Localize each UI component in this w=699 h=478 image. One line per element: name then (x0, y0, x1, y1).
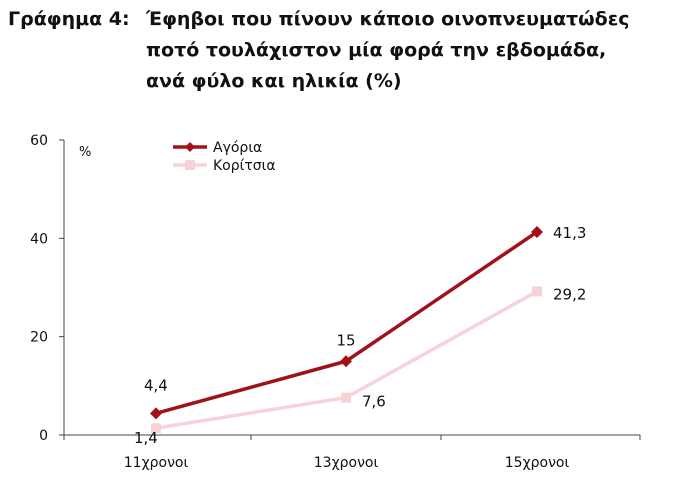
y-tick-label: 60 (30, 133, 48, 149)
y-tick-label: 40 (30, 231, 48, 247)
legend-label: Αγόρια (213, 140, 262, 156)
y-tick-label: 20 (30, 330, 48, 346)
data-point-marker (532, 286, 542, 297)
data-label: 41,3 (553, 224, 586, 242)
y-tick-label: 0 (39, 428, 48, 444)
data-point-marker (150, 407, 162, 420)
data-point-marker (151, 423, 161, 434)
data-label: 15 (336, 331, 355, 349)
legend-marker (185, 160, 195, 170)
chart-data-labels: 4,4 15 41,3 1,4 7,6 29,2 (134, 224, 586, 447)
data-point-marker (340, 355, 352, 368)
data-label: 4,4 (144, 376, 168, 394)
chart-legend: Αγόρια Κορίτσια (173, 140, 276, 174)
chart-title-line-2: ποτό τουλάχιστον μία φορά την εβδομάδα, (146, 39, 607, 61)
data-label: 1,4 (134, 429, 158, 447)
chart-title-line-1: Έφηβοι που πίνουν κάποιο οινοπνευματώδες (146, 8, 630, 30)
x-tick-label: 15χρονοι (505, 455, 570, 471)
x-tick-label: 11χρονοι (124, 455, 189, 471)
chart-axes: 0 20 40 60 11χρονοι 13χρονοι 15χρονοι% (30, 133, 641, 471)
chart-title-line-3: ανά φύλο και ηλικία (%) (146, 70, 402, 92)
data-point-marker (531, 225, 543, 238)
data-label: 7,6 (362, 393, 386, 411)
data-label: 29,2 (553, 285, 586, 303)
chart-title-prefix: Γράφημα 4: (8, 8, 130, 30)
legend-marker (185, 142, 195, 152)
x-tick-label: 13χρονοι (314, 455, 379, 471)
chart-series (150, 225, 543, 434)
legend-label: Κορίτσια (213, 158, 276, 174)
data-point-marker (341, 392, 351, 403)
y-axis-unit-label: % (79, 145, 91, 160)
